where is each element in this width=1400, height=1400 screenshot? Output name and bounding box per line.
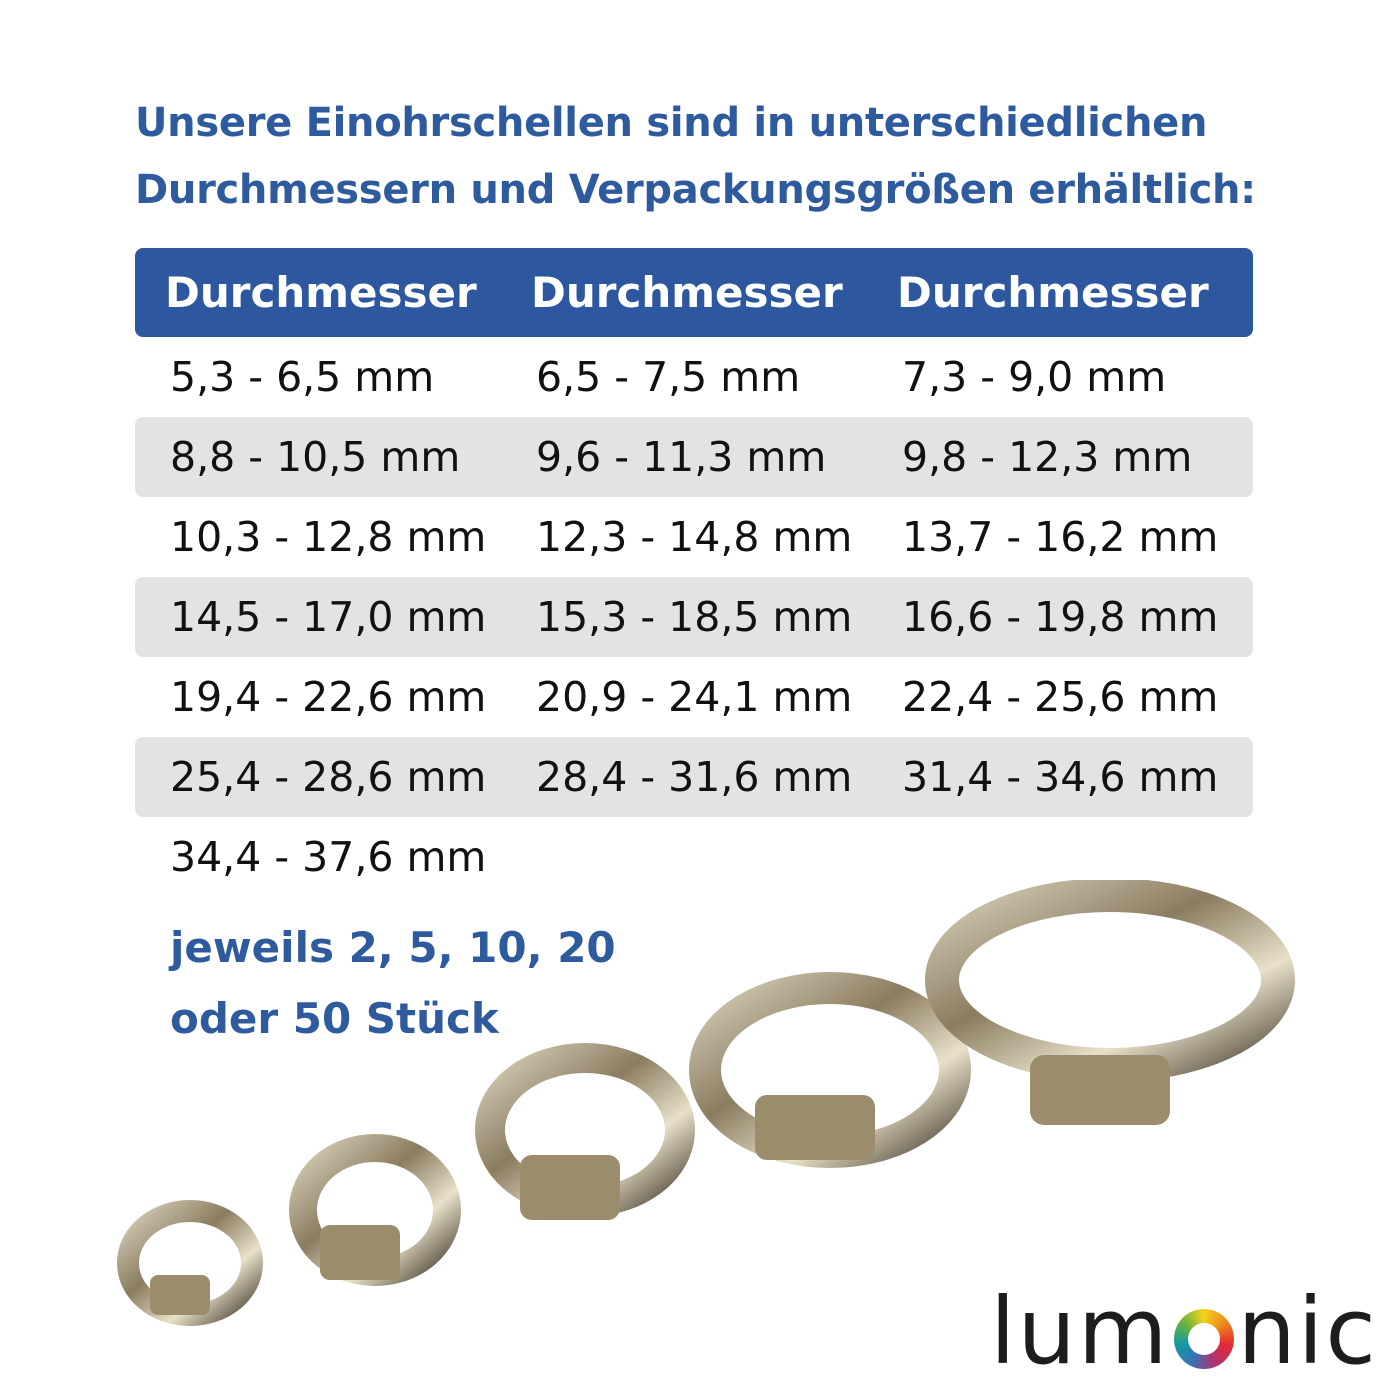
clamp-ring bbox=[475, 1043, 695, 1220]
table-row: 5,3 - 6,5 mm 6,5 - 7,5 mm 7,3 - 9,0 mm bbox=[135, 337, 1253, 417]
column-header: Durchmesser bbox=[531, 268, 843, 317]
table-cell: 14,5 - 17,0 mm bbox=[170, 593, 487, 641]
logo-text-part: nic bbox=[1237, 1278, 1378, 1385]
table-cell: 9,8 - 12,3 mm bbox=[902, 433, 1193, 481]
table-cell: 10,3 - 12,8 mm bbox=[170, 513, 487, 561]
note-line-1: jeweils 2, 5, 10, 20 bbox=[170, 923, 616, 972]
product-photo-clamps bbox=[117, 880, 1295, 1326]
table-cell: 13,7 - 16,2 mm bbox=[902, 513, 1219, 561]
table-cell: 12,3 - 14,8 mm bbox=[536, 513, 853, 561]
clamp-ring bbox=[689, 972, 971, 1168]
table-cell: 9,6 - 11,3 mm bbox=[536, 433, 827, 481]
table-cell: 20,9 - 24,1 mm bbox=[536, 673, 853, 721]
column-header: Durchmesser bbox=[897, 268, 1209, 317]
lumonic-logo: lum nic bbox=[990, 1278, 1378, 1385]
table-cell: 7,3 - 9,0 mm bbox=[902, 353, 1167, 401]
color-ring-icon bbox=[1173, 1308, 1234, 1369]
table-cell: 15,3 - 18,5 mm bbox=[536, 593, 853, 641]
table-cell: 28,4 - 31,6 mm bbox=[536, 753, 853, 801]
table-cell: 34,4 - 37,6 mm bbox=[170, 833, 487, 881]
table-row: 19,4 - 22,6 mm 20,9 - 24,1 mm 22,4 - 25,6 … bbox=[135, 657, 1253, 737]
logo-text-part: lum bbox=[990, 1278, 1170, 1385]
table-row: 25,4 - 28,6 mm 28,4 - 31,6 mm 31,4 - 34,6 … bbox=[135, 737, 1253, 817]
table-cell: 22,4 - 25,6 mm bbox=[902, 673, 1219, 721]
note-line-2: oder 50 Stück bbox=[170, 994, 499, 1043]
table-row: 10,3 - 12,8 mm 12,3 - 14,8 mm 13,7 - 16,2 … bbox=[135, 497, 1253, 577]
table-cell: 5,3 - 6,5 mm bbox=[170, 353, 435, 401]
clamp-ring bbox=[289, 1134, 461, 1286]
table-row: 8,8 - 10,5 mm 9,6 - 11,3 mm 9,8 - 12,3 mm bbox=[135, 417, 1253, 497]
title-line-1: Unsere Einohrschellen sind in unterschie… bbox=[135, 100, 1208, 146]
title-line-2: Durchmessern und Verpackungsgrößen erhäl… bbox=[135, 167, 1256, 213]
table-cell: 16,6 - 19,8 mm bbox=[902, 593, 1219, 641]
page-title: Unsere Einohrschellen sind in unterschie… bbox=[135, 90, 1256, 224]
table-cell: 31,4 - 34,6 mm bbox=[902, 753, 1219, 801]
table-cell: 6,5 - 7,5 mm bbox=[536, 353, 801, 401]
table-cell: 19,4 - 22,6 mm bbox=[170, 673, 487, 721]
table-header: Durchmesser Durchmesser Durchmesser bbox=[135, 248, 1253, 337]
clamp-ring bbox=[117, 1200, 263, 1326]
diameter-table: Durchmesser Durchmesser Durchmesser 5,3 … bbox=[135, 248, 1253, 897]
package-size-note: jeweils 2, 5, 10, 20 oder 50 Stück bbox=[170, 912, 616, 1054]
column-header: Durchmesser bbox=[165, 268, 477, 317]
table-row: 14,5 - 17,0 mm 15,3 - 18,5 mm 16,6 - 19,8 … bbox=[135, 577, 1253, 657]
table-cell: 8,8 - 10,5 mm bbox=[170, 433, 461, 481]
table-cell: 25,4 - 28,6 mm bbox=[170, 753, 487, 801]
clamp-ring bbox=[925, 880, 1295, 1125]
table-row: 34,4 - 37,6 mm bbox=[135, 817, 1253, 897]
